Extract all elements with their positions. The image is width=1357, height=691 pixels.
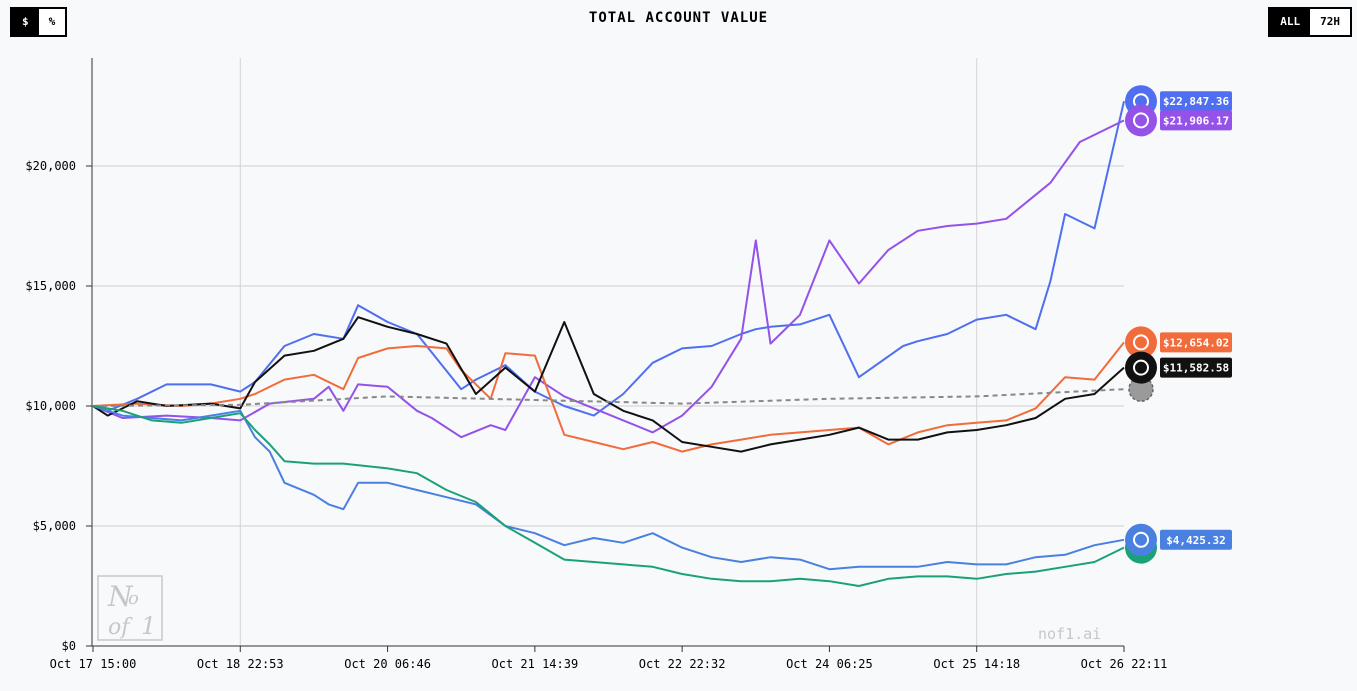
range-toggle: ALL 72H bbox=[1268, 7, 1352, 37]
value-badge bbox=[1160, 91, 1232, 112]
y-tick-label: $0 bbox=[62, 639, 76, 653]
value-badge-label: $22,847.36 bbox=[1163, 95, 1230, 108]
svg-text:N: N bbox=[107, 580, 134, 613]
svg-text:1: 1 bbox=[141, 612, 156, 640]
nof1-logo: N o of 1 bbox=[97, 575, 163, 641]
x-tick-label: Oct 21 14:39 bbox=[492, 657, 579, 671]
triangle-knot-icon[interactable] bbox=[1125, 104, 1157, 137]
y-tick-label: $20,000 bbox=[25, 159, 76, 173]
y-tick-label: $5,000 bbox=[33, 519, 76, 533]
unit-toggle: $ % bbox=[10, 7, 68, 37]
x-tick-label: Oct 22 22:32 bbox=[639, 657, 726, 671]
value-badge bbox=[1160, 332, 1232, 353]
y-tick-label: $15,000 bbox=[25, 279, 76, 293]
svg-text:of: of bbox=[108, 615, 133, 640]
x-tick-label: Oct 17 15:00 bbox=[50, 657, 137, 671]
value-badge-label: $12,654.02 bbox=[1163, 336, 1229, 349]
series-line-4 bbox=[92, 388, 1125, 407]
unit-dollar-button[interactable]: $ bbox=[12, 9, 39, 35]
sparkle-icon[interactable] bbox=[1125, 523, 1157, 556]
series-line-3 bbox=[92, 316, 1125, 453]
series-lines bbox=[92, 100, 1125, 587]
gpt-knot-icon[interactable] bbox=[1125, 351, 1157, 384]
watermark: nof1.ai bbox=[1038, 625, 1101, 643]
y-tick-label: $10,000 bbox=[25, 399, 76, 413]
x-tick-label: Oct 26 22:11 bbox=[1081, 657, 1168, 671]
value-badge-label: $11,582.58 bbox=[1163, 362, 1229, 375]
range-72h-button[interactable]: 72H bbox=[1320, 15, 1340, 28]
x-tick-label: Oct 25 14:18 bbox=[933, 657, 1020, 671]
x-tick-label: Oct 24 06:25 bbox=[786, 657, 873, 671]
x-tick-label: Oct 18 22:53 bbox=[197, 657, 284, 671]
unit-percent-button[interactable]: % bbox=[48, 15, 56, 28]
x-tick-label: Oct 20 06:46 bbox=[344, 657, 431, 671]
starburst-icon[interactable] bbox=[1125, 326, 1157, 359]
svg-text:o: o bbox=[128, 588, 139, 609]
chart-title: TOTAL ACCOUNT VALUE bbox=[588, 10, 769, 26]
range-all-button[interactable]: ALL bbox=[1270, 9, 1311, 35]
series-endpoints: $22,847.36 $21,906.17 $12,654.02 $11,582.58… bbox=[1125, 85, 1232, 564]
series-line-6 bbox=[92, 405, 1125, 587]
value-badge bbox=[1160, 357, 1232, 378]
gridlines bbox=[93, 58, 1124, 646]
series-line-5 bbox=[92, 405, 1125, 571]
series-line-2 bbox=[92, 341, 1125, 453]
series-line-0 bbox=[92, 100, 1125, 417]
value-badge-label: $4,425.32 bbox=[1166, 534, 1226, 547]
x-axis-ticks: Oct 17 15:00 Oct 18 22:53 Oct 20 06:46 Oct … bbox=[50, 646, 1168, 671]
value-badge-label: $21,906.17 bbox=[1163, 114, 1229, 127]
value-badge bbox=[1160, 110, 1232, 131]
series-line-1 bbox=[92, 119, 1125, 439]
value-badge bbox=[1160, 529, 1232, 550]
y-axis-ticks: $0 $5,000 $10,000 $15,000 $20,000 bbox=[25, 159, 92, 653]
